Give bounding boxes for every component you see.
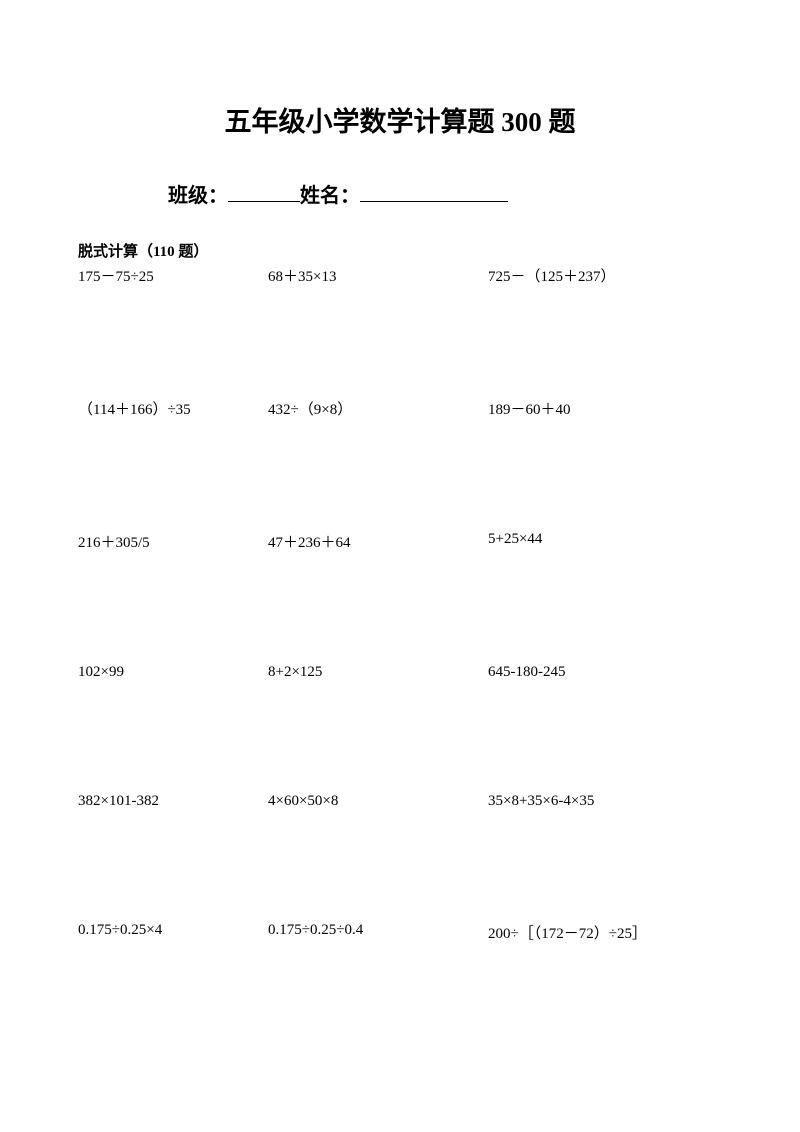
problem-cell: 216＋305/5	[78, 531, 268, 552]
problem-cell: 200÷［（172－72）÷25］	[488, 922, 722, 943]
problem-cell: 189－60＋40	[488, 398, 722, 419]
problem-cell: 382×101-382	[78, 793, 268, 810]
problem-cell: 725－（125＋237）	[488, 265, 722, 286]
worksheet-title: 五年级小学数学计算题 300 题	[78, 100, 722, 139]
row-spacer	[78, 681, 722, 793]
problems-grid: 175－75÷2568＋35×13725－（125＋237） （114＋166）÷…	[78, 265, 722, 943]
row-spacer	[78, 810, 722, 922]
problem-cell: 0.175÷0.25×4	[78, 922, 268, 943]
problem-cell: 68＋35×13	[268, 265, 488, 286]
problem-cell: 4×60×50×8	[268, 793, 488, 810]
problem-cell: 0.175÷0.25÷0.4	[268, 922, 488, 943]
problem-cell: 8+2×125	[268, 664, 488, 681]
class-label: 班级：	[168, 185, 228, 207]
problem-cell: 47＋236＋64	[268, 531, 488, 552]
problem-cell: 5+25×44	[488, 531, 722, 552]
problem-cell: 645-180-245	[488, 664, 722, 681]
class-blank	[228, 182, 300, 202]
problem-cell: 35×8+35×6-4×35	[488, 793, 722, 810]
student-info-line: 班级： 姓名：	[78, 179, 722, 208]
problem-cell: （114＋166）÷35	[78, 398, 268, 419]
problem-cell: 432÷（9×8）	[268, 398, 488, 419]
name-label: 姓名：	[300, 185, 360, 207]
title-text: 五年级小学数学计算题 300 题	[225, 107, 576, 137]
section-heading: 脱式计算（110 题）	[78, 240, 722, 261]
section-text: 脱式计算（110 题）	[78, 244, 208, 260]
name-blank	[360, 182, 508, 202]
row-spacer	[78, 286, 722, 398]
problem-cell: 175－75÷25	[78, 265, 268, 286]
row-spacer	[78, 419, 722, 531]
row-spacer	[78, 552, 722, 664]
problem-cell: 102×99	[78, 664, 268, 681]
